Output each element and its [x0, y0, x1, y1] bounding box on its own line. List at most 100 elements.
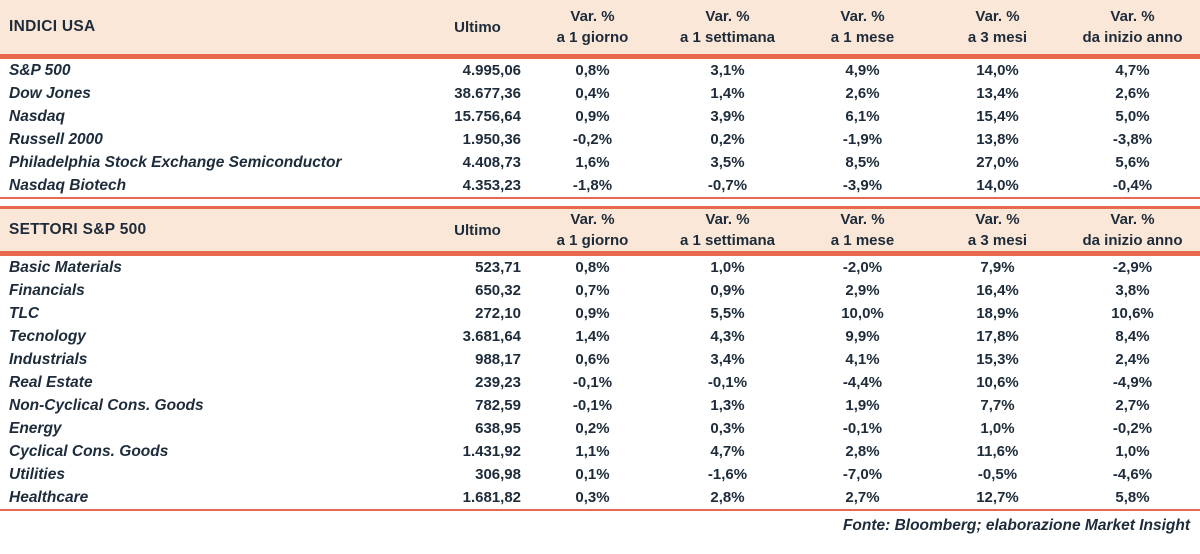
row-label: Philadelphia Stock Exchange Semiconducto…	[9, 153, 342, 171]
table-row: Tecnology 3.681,64 1,4% 4,3% 9,9% 17,8% 8,4%	[0, 325, 1200, 348]
pct-value: 4,7%	[1115, 62, 1150, 79]
column-header-var-1-mese: Var. % a 1 mese	[795, 209, 930, 251]
table-row: Real Estate 239,23 -0,1% -0,1% -4,4% 10,6% -4,…	[0, 371, 1200, 394]
pct-value: 2,9%	[845, 282, 880, 299]
indici-usa-section: INDICI USA Ultimo Var. % a 1 giorno Var.…	[0, 0, 1200, 197]
column-header-ultimo: Ultimo	[454, 18, 501, 36]
var-pct-label: Var. %	[705, 8, 750, 25]
pct-value: 7,7%	[980, 397, 1015, 414]
pct-value: 7,9%	[980, 259, 1015, 276]
table-row: Energy 638,95 0,2% 0,3% -0,1% 1,0% -0,2%	[0, 417, 1200, 440]
ultimo-value: 988,17	[475, 351, 521, 368]
pct-value: 0,3%	[575, 489, 610, 506]
pct-value: -1,8%	[572, 177, 613, 194]
column-header-da-inizio-anno: Var. % da inizio anno	[1065, 6, 1200, 48]
period-label: da inizio anno	[1082, 29, 1183, 46]
row-label: Nasdaq	[9, 107, 65, 125]
row-label: S&P 500	[9, 61, 71, 79]
pct-value: 5,8%	[1115, 489, 1150, 506]
ultimo-value: 638,95	[475, 420, 521, 437]
pct-value: 4,1%	[845, 351, 880, 368]
pct-value: 2,6%	[1115, 85, 1150, 102]
table-row: Nasdaq Biotech 4.353,23 -1,8% -0,7% -3,9% 14,…	[0, 174, 1200, 197]
pct-value: -7,0%	[842, 466, 883, 483]
ultimo-value: 650,32	[475, 282, 521, 299]
indici-usa-header: INDICI USA Ultimo Var. % a 1 giorno Var.…	[0, 0, 1200, 54]
pct-value: 0,9%	[575, 108, 610, 125]
pct-value: 8,5%	[845, 154, 880, 171]
row-label: Healthcare	[9, 488, 89, 506]
pct-value: 13,4%	[976, 85, 1019, 102]
table-title: SETTORI S&P 500	[9, 221, 147, 238]
pct-value: 2,6%	[845, 85, 880, 102]
ultimo-value: 4.408,73	[462, 154, 521, 171]
ultimo-value: 4.995,06	[462, 62, 521, 79]
pct-value: 3,4%	[710, 351, 745, 368]
row-label: Financials	[9, 281, 85, 299]
table-row: Nasdaq 15.756,64 0,9% 3,9% 6,1% 15,4% 5,0%	[0, 105, 1200, 128]
section-gap	[0, 199, 1200, 206]
pct-value: -1,6%	[707, 466, 748, 483]
pct-value: 8,4%	[1115, 328, 1150, 345]
pct-value: 10,6%	[1111, 305, 1154, 322]
ultimo-value: 782,59	[475, 397, 521, 414]
column-header-var-1-settimana: Var. % a 1 settimana	[660, 209, 795, 251]
pct-value: 2,4%	[1115, 351, 1150, 368]
pct-value: 12,7%	[976, 489, 1019, 506]
row-label: Utilities	[9, 465, 65, 483]
pct-value: -1,9%	[842, 131, 883, 148]
var-pct-label: Var. %	[840, 211, 885, 228]
row-label: Dow Jones	[9, 84, 91, 102]
table-bottom-rule	[0, 197, 1200, 199]
pct-value: 5,5%	[710, 305, 745, 322]
table-row: Utilities 306,98 0,1% -1,6% -7,0% -0,5% -4,6%	[0, 463, 1200, 486]
pct-value: 1,0%	[1115, 443, 1150, 460]
row-label: TLC	[9, 304, 40, 322]
table-row: Basic Materials 523,71 0,8% 1,0% -2,0% 7,9% -2…	[0, 256, 1200, 279]
source-note: Fonte: Bloomberg; elaborazione Market In…	[842, 517, 1190, 534]
settori-sp500-header: SETTORI S&P 500 Ultimo Var. % a 1 giorno…	[0, 206, 1200, 251]
market-summary-sheet: INDICI USA Ultimo Var. % a 1 giorno Var.…	[0, 0, 1200, 534]
pct-value: -0,4%	[1112, 177, 1153, 194]
pct-value: 5,0%	[1115, 108, 1150, 125]
var-pct-label: Var. %	[840, 8, 885, 25]
pct-value: -0,1%	[707, 374, 748, 391]
table-row: TLC 272,10 0,9% 5,5% 10,0% 18,9% 10,6%	[0, 302, 1200, 325]
pct-value: 1,1%	[575, 443, 610, 460]
pct-value: 0,9%	[575, 305, 610, 322]
pct-value: 4,7%	[710, 443, 745, 460]
pct-value: 2,7%	[845, 489, 880, 506]
period-label: a 3 mesi	[967, 232, 1028, 249]
var-pct-label: Var. %	[570, 211, 615, 228]
table-row: Non-Cyclical Cons. Goods 782,59 -0,1% 1,3% 1…	[0, 394, 1200, 417]
period-label: a 1 settimana	[679, 232, 776, 249]
pct-value: 2,8%	[710, 489, 745, 506]
pct-value: 15,4%	[976, 108, 1019, 125]
row-label: Industrials	[9, 350, 88, 368]
pct-value: 4,9%	[845, 62, 880, 79]
pct-value: -4,6%	[1112, 466, 1153, 483]
double-rule	[0, 251, 1200, 256]
pct-value: 2,8%	[845, 443, 880, 460]
pct-value: 27,0%	[976, 154, 1019, 171]
var-pct-label: Var. %	[1110, 8, 1155, 25]
pct-value: 2,7%	[1115, 397, 1150, 414]
pct-value: -0,1%	[842, 420, 883, 437]
pct-value: 0,9%	[710, 282, 745, 299]
table-row: S&P 500 4.995,06 0,8% 3,1% 4,9% 14,0% 4,7%	[0, 59, 1200, 82]
pct-value: -0,7%	[707, 177, 748, 194]
pct-value: 3,5%	[710, 154, 745, 171]
table-row: Cyclical Cons. Goods 1.431,92 1,1% 4,7% 2,8%…	[0, 440, 1200, 463]
table-row: Philadelphia Stock Exchange Semiconducto…	[0, 151, 1200, 174]
pct-value: 3,1%	[710, 62, 745, 79]
pct-value: 6,1%	[845, 108, 880, 125]
pct-value: 0,6%	[575, 351, 610, 368]
pct-value: 1,4%	[710, 85, 745, 102]
pct-value: 18,9%	[976, 305, 1019, 322]
pct-value: -4,4%	[842, 374, 883, 391]
column-header-var-1-mese: Var. % a 1 mese	[795, 6, 930, 48]
ultimo-value: 4.353,23	[462, 177, 521, 194]
pct-value: 4,3%	[710, 328, 745, 345]
indici-usa-rows: S&P 500 4.995,06 0,8% 3,1% 4,9% 14,0% 4,7% Dow …	[0, 59, 1200, 197]
pct-value: 3,9%	[710, 108, 745, 125]
